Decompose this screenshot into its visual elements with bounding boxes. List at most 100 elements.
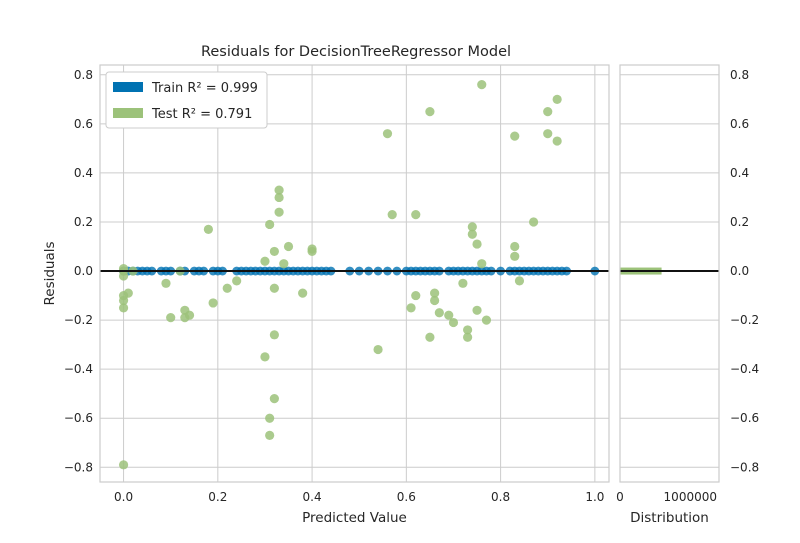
test-point bbox=[123, 288, 133, 298]
test-point bbox=[543, 129, 553, 139]
distribution-y-tick-label: 0.4 bbox=[730, 166, 749, 180]
test-point bbox=[481, 315, 492, 325]
test-point bbox=[166, 313, 176, 323]
test-point bbox=[448, 317, 459, 328]
test-point bbox=[274, 192, 284, 203]
x-tick-label: 0.4 bbox=[303, 490, 322, 504]
distribution-y-tick-label: 0.8 bbox=[730, 68, 749, 82]
test-point bbox=[463, 325, 473, 335]
test-point bbox=[472, 305, 482, 315]
test-point bbox=[269, 283, 279, 293]
distribution-x-tick-label: 0 bbox=[616, 490, 624, 504]
test-point bbox=[411, 210, 421, 220]
y-tick-label: 0.2 bbox=[74, 215, 93, 229]
test-point bbox=[222, 283, 232, 293]
test-point bbox=[510, 251, 520, 261]
test-point bbox=[161, 278, 171, 288]
distribution-y-tick-label: −0.2 bbox=[730, 313, 759, 327]
test-point bbox=[118, 303, 129, 313]
y-tick-label: −0.8 bbox=[64, 460, 93, 474]
distribution-x-tick-labels: 0 1000000 bbox=[616, 490, 717, 504]
test-point bbox=[467, 222, 477, 232]
legend-label-train: Train R² = 0.999 bbox=[151, 81, 258, 96]
test-point bbox=[444, 310, 454, 320]
test-point bbox=[552, 136, 562, 146]
distribution-x-tick-label: 1000000 bbox=[664, 490, 717, 504]
distribution-y-tick-label: −0.4 bbox=[730, 362, 759, 376]
test-point bbox=[208, 298, 218, 308]
y-tick-label: −0.6 bbox=[64, 411, 93, 425]
test-point bbox=[425, 332, 435, 342]
distribution-y-tick-label: 0.0 bbox=[730, 264, 749, 278]
test-point bbox=[406, 303, 416, 313]
test-point bbox=[543, 107, 553, 117]
distribution-panel: 0 1000000 −0.8 −0.6 −0.4 −0.2 0.0 0.2 0.4 0.6 0.8 bbox=[616, 64, 759, 504]
distribution-y-tick-label: 0.6 bbox=[730, 117, 749, 131]
legend: Train R² = 0.999 Test R² = 0.791 bbox=[105, 71, 268, 129]
x-tick-label: 0.6 bbox=[397, 490, 416, 504]
distribution-frame bbox=[619, 64, 720, 483]
x-tick-label: 0.2 bbox=[208, 490, 227, 504]
y-tick-label: 0.0 bbox=[74, 264, 93, 278]
test-point bbox=[477, 259, 487, 269]
test-point bbox=[260, 256, 270, 266]
y-tick-label: 0.8 bbox=[74, 68, 93, 82]
test-point bbox=[269, 330, 279, 340]
test-point bbox=[274, 207, 284, 217]
test-point bbox=[203, 224, 213, 234]
x-tick-label: 0.8 bbox=[491, 490, 510, 504]
main-y-tick-labels: −0.8 −0.6 −0.4 −0.2 0.0 0.2 0.4 0.6 0.8 bbox=[64, 68, 93, 474]
main-plot-panel: 0.0 0.2 0.4 0.6 0.8 1.0 −0.8 −0.6 −0.4 −0.2 0.0 0.… bbox=[64, 64, 610, 504]
y-tick-label: 0.6 bbox=[74, 117, 93, 131]
test-point bbox=[373, 344, 383, 355]
test-point bbox=[307, 246, 317, 257]
test-point bbox=[510, 131, 520, 141]
test-point bbox=[298, 288, 308, 298]
test-point bbox=[510, 241, 520, 252]
y-tick-label: −0.4 bbox=[64, 362, 93, 376]
test-point bbox=[269, 246, 279, 257]
chart-title: Residuals for DecisionTreeRegressor Mode… bbox=[201, 44, 511, 60]
test-point bbox=[430, 288, 440, 298]
test-point bbox=[265, 430, 275, 440]
legend-swatch-train bbox=[113, 82, 143, 92]
test-point bbox=[232, 276, 242, 286]
y-axis-label: Residuals bbox=[42, 241, 58, 305]
x-axis-label: Predicted Value bbox=[302, 510, 407, 526]
test-point bbox=[260, 352, 270, 362]
test-point bbox=[265, 219, 275, 230]
test-point bbox=[472, 239, 482, 249]
test-point bbox=[283, 241, 294, 252]
test-series bbox=[118, 80, 562, 470]
test-point bbox=[382, 129, 393, 139]
legend-box bbox=[105, 71, 268, 129]
x-tick-label: 1.0 bbox=[585, 490, 604, 504]
distribution-y-tick-label: −0.6 bbox=[730, 411, 759, 425]
test-point bbox=[514, 276, 525, 286]
test-point bbox=[387, 210, 397, 220]
test-point bbox=[552, 94, 562, 104]
test-point bbox=[467, 229, 477, 239]
test-point bbox=[458, 278, 468, 288]
distribution-y-tick-label: −0.8 bbox=[730, 460, 759, 474]
y-tick-label: −0.2 bbox=[64, 313, 93, 327]
test-point bbox=[434, 308, 444, 318]
distribution-y-tick-labels: −0.8 −0.6 −0.4 −0.2 0.0 0.2 0.4 0.6 0.8 bbox=[730, 68, 759, 474]
test-point bbox=[430, 295, 440, 306]
distribution-axis-label: Distribution bbox=[630, 510, 709, 526]
test-point bbox=[274, 185, 284, 195]
test-point bbox=[265, 413, 275, 423]
legend-swatch-test bbox=[113, 108, 143, 118]
y-tick-label: 0.4 bbox=[74, 166, 93, 180]
main-plot-frame bbox=[99, 64, 610, 483]
test-point bbox=[425, 107, 435, 117]
distribution-y-tick-label: 0.2 bbox=[730, 215, 749, 229]
test-point bbox=[528, 217, 539, 227]
test-point bbox=[463, 332, 473, 342]
test-point bbox=[279, 259, 289, 269]
test-point bbox=[477, 80, 487, 90]
test-point bbox=[184, 310, 195, 320]
test-point bbox=[269, 394, 279, 404]
x-tick-label: 0.0 bbox=[114, 490, 133, 504]
